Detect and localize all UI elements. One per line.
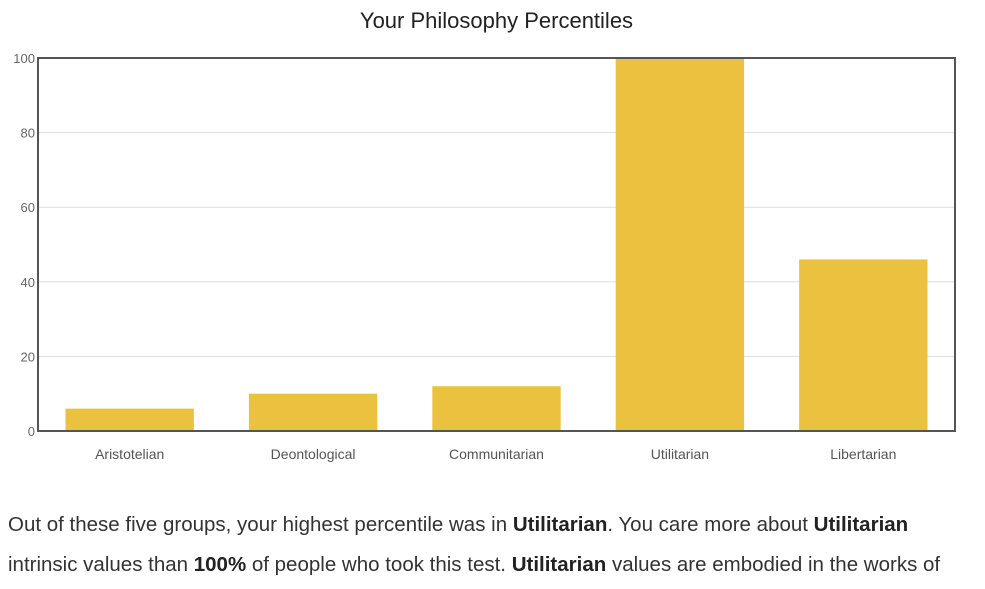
summary-emphasis: 100% [193,553,247,576]
summary-emphasis: Utilitarian [813,513,909,536]
bars [65,58,928,431]
summary-text: . You care more about [607,513,814,536]
x-tick-label: Aristotelian [95,446,164,462]
bar-libertarian [799,259,928,431]
y-tick-label: 40 [21,275,35,290]
summary-text: of people who took this test. [246,553,512,576]
x-tick-label: Deontological [271,446,356,462]
y-tick-label: 100 [13,51,35,66]
bar-chart: 0 20 40 60 80 100 Aristotelian Deontological Co… [13,51,956,462]
y-axis-ticks: 0 20 40 60 80 100 [13,51,35,439]
summary-text: intrinsic values than [8,553,194,576]
result-summary: Out of these five groups, your highest p… [8,505,983,585]
bar-aristotelian [65,408,194,431]
x-tick-label: Libertarian [830,446,896,462]
chart-title: Your Philosophy Percentiles [359,8,634,33]
summary-emphasis: Utilitarian [512,513,608,536]
summary-line-2: intrinsic values than 100% of people who… [8,553,940,576]
y-tick-label: 20 [21,349,35,364]
summary-text: Out of these five groups, your highest p… [8,513,513,536]
x-axis-labels: Aristotelian Deontological Communitarian Ut… [95,446,896,462]
x-tick-label: Utilitarian [651,446,709,462]
plot-frame [37,57,956,432]
bar-deontological [248,393,378,431]
summary-text: values are embodied in the works of [606,553,941,576]
y-tick-label: 0 [28,424,35,439]
bar-utilitarian [615,58,745,431]
bar-communitarian [432,386,561,431]
y-tick-label: 80 [21,126,35,141]
summary-line-1: Out of these five groups, your highest p… [8,513,908,536]
y-tick-label: 60 [21,200,35,215]
x-tick-label: Communitarian [449,446,544,462]
summary-emphasis: Utilitarian [511,553,607,576]
